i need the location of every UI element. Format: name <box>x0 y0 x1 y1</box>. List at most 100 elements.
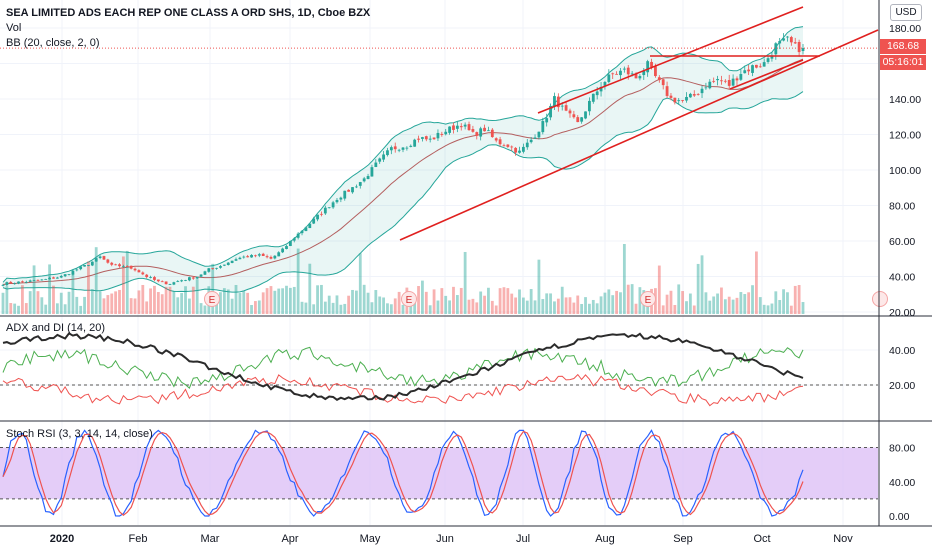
price-tick-label: 80.00 <box>889 201 915 213</box>
volume-bar <box>83 296 86 314</box>
volume-bar <box>685 301 688 314</box>
volume-bar <box>300 301 304 314</box>
candle-body <box>164 281 168 285</box>
volume-bar <box>312 304 316 314</box>
stoch-rsi-indicator-label[interactable]: Stoch RSI (3, 3, 14, 14, close) <box>6 428 153 440</box>
candle-body <box>327 207 331 209</box>
candle-body <box>747 69 751 72</box>
candle-body <box>475 132 479 136</box>
candle-body <box>222 264 226 266</box>
price-tick-label: 100.00 <box>889 165 921 177</box>
candle-body <box>351 187 354 193</box>
candle-body <box>564 105 568 111</box>
candle-body <box>704 87 708 89</box>
candle-body <box>83 265 86 267</box>
candle-body <box>362 178 366 182</box>
candle-body <box>770 55 774 59</box>
volume-bar <box>347 295 351 314</box>
volume-bar <box>494 305 498 314</box>
volume-bar <box>483 295 486 314</box>
candle-body <box>576 117 580 123</box>
volume-bar <box>712 296 716 314</box>
volume-bar <box>176 297 180 314</box>
candle-body <box>312 218 316 224</box>
earnings-marker <box>640 291 656 307</box>
bollinger-upper <box>2 26 804 283</box>
volume-bar <box>288 287 292 314</box>
candle-body <box>514 147 518 153</box>
candle-body <box>665 86 669 96</box>
volume-bar <box>541 299 545 314</box>
volume-bar <box>1 292 5 314</box>
volume-bar <box>634 303 638 314</box>
candle-body <box>490 129 494 138</box>
candle-body <box>436 132 440 139</box>
adx-indicator-label[interactable]: ADX and DI (14, 20) <box>6 322 106 334</box>
candle-body <box>195 276 199 279</box>
candle-body <box>599 86 603 92</box>
candle-body <box>125 266 129 267</box>
volume-bar <box>121 256 125 314</box>
volume-indicator-label[interactable]: Vol <box>6 22 22 34</box>
earnings-marker-label: E <box>209 295 216 306</box>
volume-bar <box>758 297 762 314</box>
candle-body <box>452 125 455 130</box>
candle-body <box>471 129 475 132</box>
volume-bar <box>560 286 564 314</box>
volume-bar <box>428 305 432 314</box>
candle-body <box>588 100 591 112</box>
candle-body <box>48 277 52 280</box>
volume-bar <box>421 280 424 314</box>
countdown-badge: 05:16:01 <box>880 55 926 70</box>
volume-bar <box>351 289 354 314</box>
candle-body <box>685 96 688 101</box>
volume-bar <box>75 296 79 314</box>
volume-bar <box>417 286 420 314</box>
candle-body <box>176 281 180 283</box>
volume-bar <box>90 289 94 314</box>
bollinger-indicator-label[interactable]: BB (20, close, 2, 0) <box>6 37 100 49</box>
volume-bar <box>611 295 615 314</box>
candle-body <box>121 266 125 268</box>
volume-bar <box>114 291 118 314</box>
candle-body <box>160 281 164 283</box>
bollinger-lower <box>2 91 804 293</box>
volume-bar <box>17 305 20 314</box>
volume-bar <box>156 292 160 314</box>
currency-button[interactable]: USD <box>890 4 922 21</box>
candle-body <box>638 76 642 79</box>
adx-pane[interactable] <box>0 332 878 407</box>
volume-bar <box>118 289 121 314</box>
volume-bar <box>55 303 59 314</box>
candle-body <box>751 65 754 73</box>
adx-tick-label: 20.00 <box>889 380 915 392</box>
volume-bar <box>584 297 587 314</box>
trendline-upper <box>537 6 804 114</box>
candle-body <box>21 281 24 283</box>
volume-bar <box>444 295 448 314</box>
volume-bar <box>145 301 149 314</box>
candle-body <box>580 117 584 122</box>
volume-bar <box>436 300 440 314</box>
time-tick-label: Jun <box>436 533 454 545</box>
candle-body <box>308 223 312 229</box>
volume-bar <box>696 263 700 314</box>
symbol-title[interactable]: SEA LIMITED ADS EACH REP ONE CLASS A ORD… <box>6 7 371 19</box>
candle-body <box>316 214 319 220</box>
candle-body <box>731 78 735 86</box>
candle-body <box>677 100 681 102</box>
volume-bar <box>238 293 242 314</box>
price-tick-label: 20.00 <box>889 307 915 319</box>
volume-bar <box>459 287 463 314</box>
candle-body <box>455 125 459 129</box>
candle-body <box>79 266 83 270</box>
candle-body <box>739 74 743 80</box>
stoch-rsi-pane[interactable] <box>0 429 878 517</box>
candle-body <box>626 67 630 75</box>
candle-body <box>75 269 79 271</box>
candle-body <box>735 78 739 81</box>
candle-body <box>642 70 646 76</box>
candle-body <box>518 150 521 153</box>
